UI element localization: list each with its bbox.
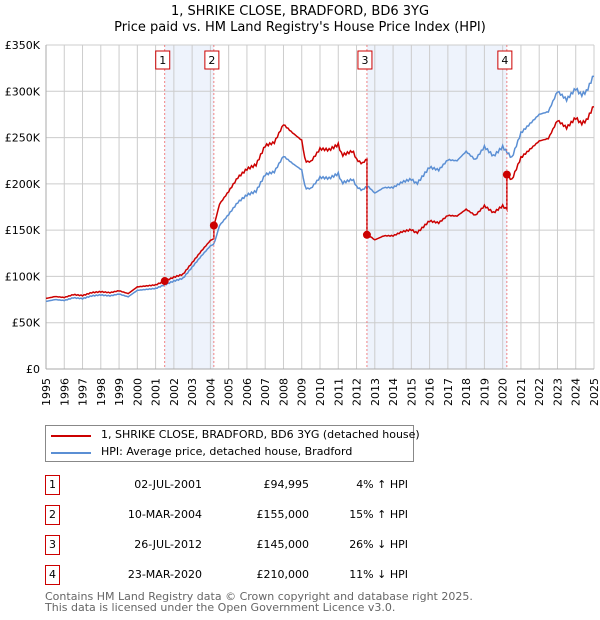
sale-price: £94,995 bbox=[263, 478, 310, 491]
sale-label-box bbox=[204, 50, 220, 70]
sale-label: 3 bbox=[361, 54, 368, 67]
y-tick-label: £0 bbox=[26, 363, 40, 376]
x-tick-label: 2006 bbox=[241, 378, 254, 406]
x-tick-label: 1995 bbox=[40, 378, 53, 406]
sale-label-box bbox=[497, 50, 513, 70]
x-tick-label: 2023 bbox=[551, 378, 564, 406]
chart: 1995 1996 1997 1998 1999 2000 2001 2002 2003 2004… bbox=[5, 39, 600, 406]
sale-date: 26-JUL-2012 bbox=[134, 538, 202, 551]
x-tick-label: 2004 bbox=[204, 378, 217, 406]
sale-date: 02-JUL-2001 bbox=[134, 478, 202, 491]
x-tick-label: 2014 bbox=[387, 378, 400, 406]
x-tick-label: 2018 bbox=[460, 378, 473, 406]
x-tick-label: 2002 bbox=[168, 378, 181, 406]
x-tick-label: 2025 bbox=[588, 378, 600, 406]
chart-subtitle: Price paid vs. HM Land Registry's House … bbox=[114, 20, 486, 35]
x-tick-label: 2009 bbox=[296, 378, 309, 406]
sale-hpi-diff: 11% ↓ HPI bbox=[349, 568, 408, 581]
x-tick-label: 1999 bbox=[113, 378, 126, 406]
x-tick-label: 2017 bbox=[442, 378, 455, 406]
x-tick-label: 2021 bbox=[515, 378, 528, 406]
sale-date: 10-MAR-2004 bbox=[127, 508, 202, 521]
x-tick-label: 2007 bbox=[259, 378, 272, 406]
sale-marker-number: 4 bbox=[45, 565, 60, 585]
x-tick-label: 2015 bbox=[405, 378, 418, 406]
x-tick-label: 2020 bbox=[497, 378, 510, 406]
sale-price: £155,000 bbox=[256, 508, 310, 521]
sale-label: 4 bbox=[501, 54, 508, 67]
x-tick-label: 2003 bbox=[186, 378, 199, 406]
sale-marker-number: 3 bbox=[45, 535, 60, 555]
property-price-line bbox=[45, 106, 595, 300]
x-tick-label: 2024 bbox=[570, 378, 583, 406]
footer-line-1: Contains HM Land Registry data © Crown c… bbox=[45, 590, 473, 603]
footer-line-2: This data is licensed under the Open Gov… bbox=[45, 601, 396, 614]
sale-point bbox=[362, 230, 371, 239]
sale-hpi-diff: 26% ↓ HPI bbox=[349, 538, 408, 551]
x-tick-label: 2008 bbox=[277, 378, 290, 406]
y-tick-label: £300K bbox=[5, 85, 41, 98]
y-tick-label: £100K bbox=[5, 270, 41, 283]
x-tick-label: 2011 bbox=[332, 378, 345, 406]
sale-label-box bbox=[357, 50, 373, 70]
legend-label: 1, SHRIKE CLOSE, BRADFORD, BD6 3YG (deta… bbox=[101, 428, 420, 441]
x-tick-label: 2012 bbox=[351, 378, 364, 406]
y-tick-label: £200K bbox=[5, 178, 41, 191]
sale-point bbox=[209, 221, 218, 230]
x-tick-label: 2010 bbox=[314, 378, 327, 406]
x-tick-label: 2000 bbox=[131, 378, 144, 406]
x-tick-label: 2019 bbox=[478, 378, 491, 406]
x-tick-label: 2022 bbox=[533, 378, 546, 406]
legend-line-property bbox=[51, 435, 91, 437]
sale-price: £210,000 bbox=[256, 568, 310, 581]
sale-marker-number: 1 bbox=[45, 475, 60, 495]
sale-price: £145,000 bbox=[256, 538, 310, 551]
x-tick-label: 2013 bbox=[369, 378, 382, 406]
y-tick-label: £350K bbox=[5, 39, 41, 52]
legend-line-hpi bbox=[51, 452, 91, 454]
x-tick-label: 2016 bbox=[424, 378, 437, 406]
x-tick-label: 2005 bbox=[223, 378, 236, 406]
sale-row: 4 23-MAR-2020 £210,000 11% ↓ HPI bbox=[45, 565, 445, 585]
sale-row: 2 10-MAR-2004 £155,000 15% ↑ HPI bbox=[45, 505, 445, 525]
sale-row: 3 26-JUL-2012 £145,000 26% ↓ HPI bbox=[45, 535, 445, 555]
y-tick-label: £250K bbox=[5, 132, 41, 145]
sale-label-box bbox=[155, 50, 171, 70]
sale-label: 2 bbox=[208, 54, 215, 67]
chart-title: 1, SHRIKE CLOSE, BRADFORD, BD6 3YG bbox=[170, 4, 430, 19]
shaded-period-1-2 bbox=[164, 45, 214, 369]
sale-date: 23-MAR-2020 bbox=[127, 568, 202, 581]
sale-point bbox=[160, 277, 169, 286]
sale-hpi-diff: 15% ↑ HPI bbox=[349, 508, 408, 521]
y-tick-label: £150K bbox=[5, 224, 41, 237]
sale-point bbox=[502, 170, 511, 179]
sale-row: 1 02-JUL-2001 £94,995 4% ↑ HPI bbox=[45, 475, 445, 495]
sale-label: 1 bbox=[159, 54, 166, 67]
x-tick-label: 1998 bbox=[95, 378, 108, 406]
y-tick-label: £50K bbox=[12, 317, 41, 330]
hpi-line bbox=[45, 75, 595, 303]
sale-marker-number: 2 bbox=[45, 505, 60, 525]
legend-label: HPI: Average price, detached house, Brad… bbox=[101, 445, 353, 458]
sale-hpi-diff: 4% ↑ HPI bbox=[356, 478, 408, 491]
x-tick-label: 2001 bbox=[150, 378, 163, 406]
x-tick-label: 1996 bbox=[58, 378, 71, 406]
x-tick-label: 1997 bbox=[77, 378, 90, 406]
legend: 1, SHRIKE CLOSE, BRADFORD, BD6 3YG (deta… bbox=[45, 425, 420, 462]
